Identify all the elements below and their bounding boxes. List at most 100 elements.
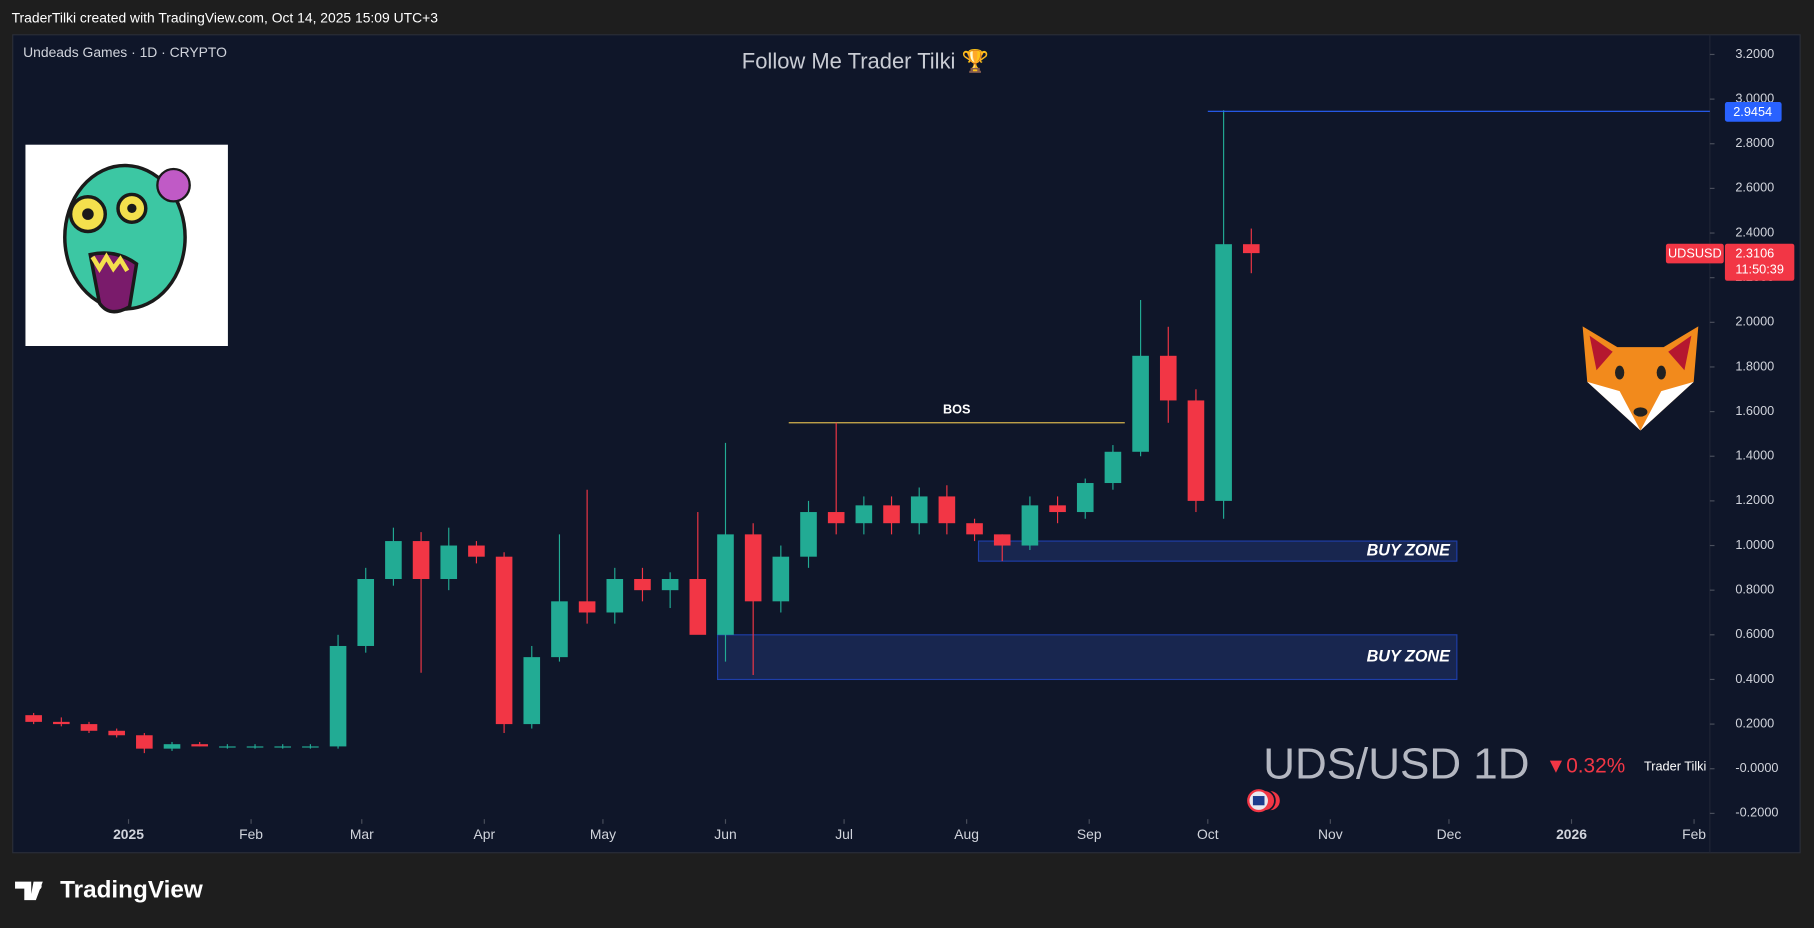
change-label: ▼0.32% — [1546, 755, 1626, 778]
candle-body — [1021, 505, 1039, 546]
candle-body — [1076, 483, 1094, 513]
candle-body — [938, 496, 956, 524]
fox-icon — [1582, 326, 1699, 431]
candle-body — [246, 746, 264, 748]
candle-body — [1132, 355, 1149, 452]
x-tick-label: Mar — [350, 826, 374, 842]
x-tick-label: Apr — [474, 826, 496, 842]
chart-title: Follow Me Trader Tilki 🏆 — [742, 48, 989, 73]
candle-body — [827, 512, 845, 524]
candle-body — [910, 496, 928, 524]
candle-body — [25, 715, 42, 722]
candle-body — [717, 534, 734, 635]
candle-body — [1215, 244, 1232, 501]
footer-brand: TradingView — [60, 876, 203, 903]
x-tick-label: Feb — [1682, 826, 1706, 842]
x-tick-label: Oct — [1197, 826, 1219, 842]
candle-body — [772, 556, 790, 602]
candle-body — [440, 545, 458, 580]
symbol-tag — [1665, 243, 1724, 264]
symbol-label: UDSUSD — [1668, 246, 1722, 261]
zombie-logo — [25, 144, 228, 346]
chart-frame — [12, 34, 1801, 854]
x-tick-label: Nov — [1318, 826, 1343, 842]
y-tick-label: 1.4000 — [1735, 448, 1774, 463]
y-tick-label: 2.0000 — [1735, 314, 1774, 329]
candle-body — [1049, 505, 1066, 513]
y-tick-label: 0.4000 — [1735, 671, 1774, 686]
candle-body — [53, 721, 70, 725]
candle-body — [578, 601, 596, 613]
bos-label: BOS — [943, 401, 971, 416]
candle-body — [191, 744, 208, 747]
y-tick-label: 0.8000 — [1735, 582, 1774, 597]
candle-body — [606, 579, 624, 613]
candle-body — [1187, 400, 1205, 501]
high-price-tag — [1724, 102, 1782, 122]
y-tick-label: 2.6000 — [1735, 180, 1774, 195]
y-tick-label: -0.0000 — [1735, 760, 1778, 775]
y-tick-label: 3.0000 — [1735, 90, 1774, 105]
candle-body — [523, 657, 541, 725]
y-tick-label: -0.2000 — [1735, 805, 1778, 820]
x-tick-label: Jul — [835, 826, 853, 842]
candle-body — [855, 505, 873, 524]
high-price-label: 2.9454 — [1733, 104, 1772, 119]
author-label: Trader Tilki — [1644, 758, 1706, 773]
y-tick-label: 0.6000 — [1735, 626, 1774, 641]
tradingview-logo[interactable]: TradingView — [15, 876, 203, 903]
candle-body — [966, 523, 983, 535]
candle-body — [744, 534, 762, 602]
x-tick-label: Sep — [1077, 826, 1102, 842]
candle-body — [302, 746, 319, 748]
candle-body — [1104, 451, 1122, 484]
candle-body — [800, 512, 817, 557]
y-tick-label: 3.2000 — [1735, 46, 1774, 61]
y-tick-label: 1.6000 — [1735, 403, 1774, 418]
x-tick-label: May — [590, 826, 616, 842]
candle-body — [883, 505, 900, 524]
candle-body — [80, 724, 98, 731]
x-tick-label: Feb — [239, 826, 263, 842]
x-tick-label: Jun — [714, 826, 736, 842]
x-tick-label: Dec — [1437, 826, 1462, 842]
y-tick-label: 1.2000 — [1735, 492, 1774, 507]
buy-zone-label: BUY ZONE — [1367, 541, 1452, 559]
buy-zone — [977, 540, 1458, 562]
buy-zone — [717, 634, 1458, 681]
x-tick-label: Aug — [954, 826, 979, 842]
y-tick-label: 0.2000 — [1735, 715, 1774, 730]
candle-body — [634, 579, 651, 591]
candle-body — [993, 534, 1011, 546]
buy-zone-label: BUY ZONE — [1367, 647, 1452, 665]
candle-body — [329, 645, 347, 747]
candle-body — [661, 579, 679, 591]
candle-body — [357, 579, 375, 646]
last-price-tag — [1724, 243, 1795, 281]
countdown-label: 11:50:39 — [1735, 262, 1784, 277]
candle-body — [468, 545, 485, 557]
y-tick-label: 1.8000 — [1735, 358, 1774, 373]
candle-body — [274, 746, 292, 748]
candle-body — [495, 556, 513, 725]
events-icon[interactable] — [1247, 789, 1282, 813]
header-text: TraderTilki created with TradingView.com… — [12, 9, 439, 25]
x-tick-label: 2025 — [113, 826, 144, 842]
candle-body — [689, 579, 707, 635]
candle-body — [385, 541, 402, 580]
candle-body — [163, 744, 181, 749]
watermark: UDS/USD 1D — [1263, 740, 1529, 789]
candle-body — [219, 746, 236, 748]
candle-body — [136, 735, 153, 749]
candle-body — [1159, 355, 1177, 401]
x-tick-label: 2026 — [1556, 826, 1587, 842]
candle-body — [1242, 244, 1260, 254]
last-price-label: 2.3106 — [1735, 246, 1774, 261]
candle-body — [412, 541, 430, 580]
candle-body — [551, 601, 568, 658]
chart-subtitle: Undeads Games · 1D · CRYPTO — [23, 44, 227, 60]
y-tick-label: 2.4000 — [1735, 224, 1774, 239]
plot: 3.20003.00002.80002.60002.40002.20002.00… — [25, 46, 1795, 842]
